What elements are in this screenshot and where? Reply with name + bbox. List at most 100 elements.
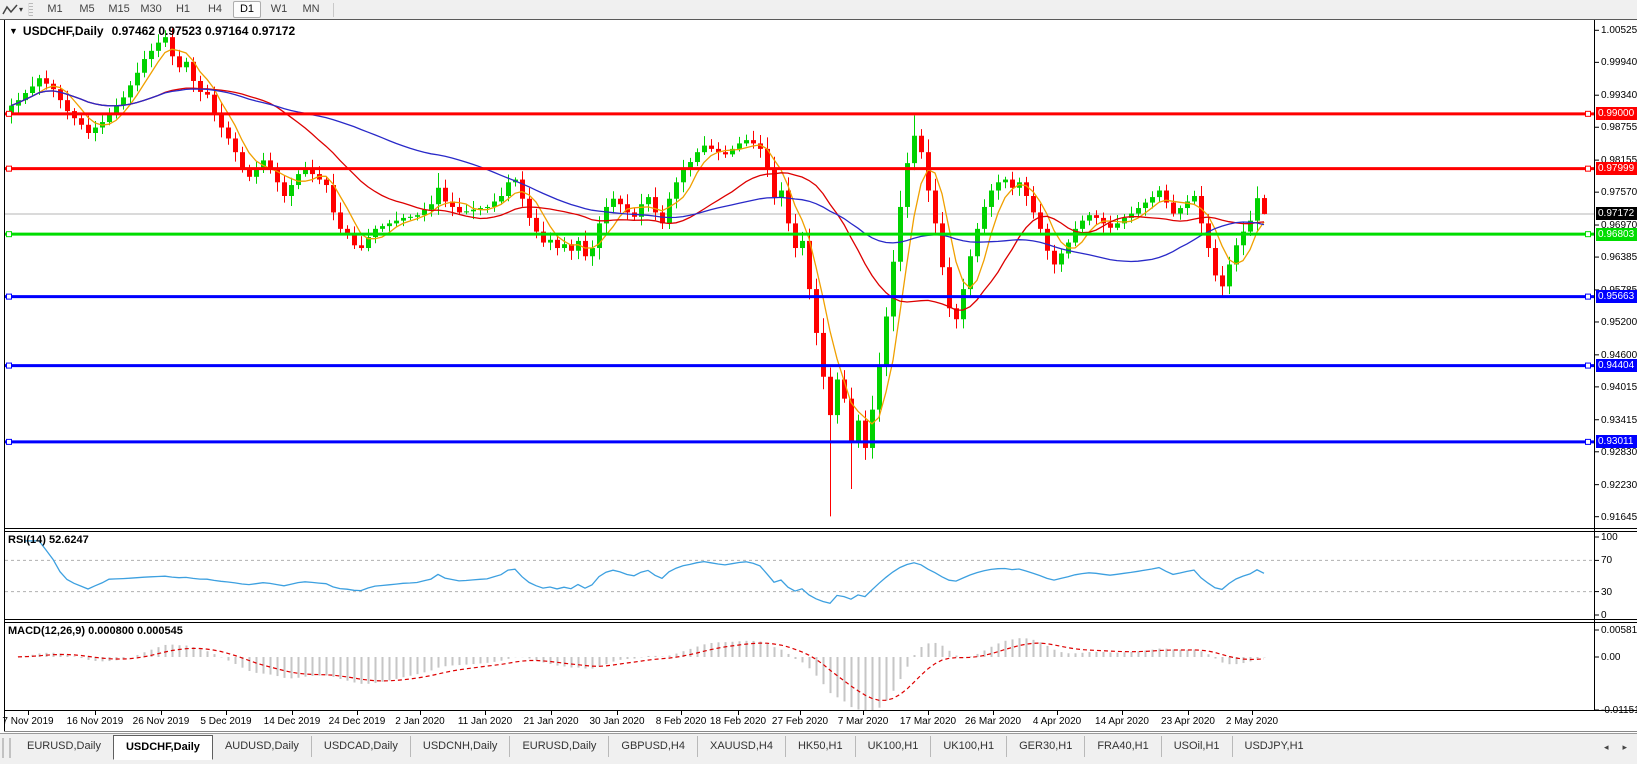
level-price-label: 0.94404 xyxy=(1596,359,1637,373)
date-axis: 7 Nov 2019 16 Nov 2019 26 Nov 2019 5 Dec 20… xyxy=(0,712,1637,731)
date-axis-label: 23 Apr 2020 xyxy=(1161,716,1215,727)
price-axis-tick: 0.95200 xyxy=(1601,316,1637,328)
timeframe-button-h4[interactable]: H4 xyxy=(207,3,223,15)
date-axis-label: 24 Dec 2019 xyxy=(328,716,386,727)
price-axis-tick: 0.99940 xyxy=(1601,57,1637,69)
price-axis-tick: 0.93415 xyxy=(1601,414,1637,426)
date-axis-label: 26 Nov 2019 xyxy=(132,716,190,727)
level-price-label: 0.95663 xyxy=(1596,290,1637,304)
date-axis-label: 5 Dec 2019 xyxy=(200,716,252,727)
ma-slow-line xyxy=(10,88,1265,263)
chart-tab-usdchf-daily[interactable]: USDCHF,Daily xyxy=(112,735,213,760)
chart-ohlc-values: 0.97462 0.97523 0.97164 0.97172 xyxy=(111,24,296,38)
chart-tab-usdcnh-daily[interactable]: USDCNH,Daily xyxy=(409,736,510,757)
price-axis-tick: 0.98755 xyxy=(1601,122,1637,134)
price-axis-tick: 0.97570 xyxy=(1601,187,1637,199)
macd-indicator-label: MACD(12,26,9) 0.000800 0.000545 xyxy=(8,625,183,637)
date-axis-label: 26 Mar 2020 xyxy=(964,716,1022,727)
rsi-scale-label: 70 xyxy=(1601,555,1613,567)
timeframe-button-d1[interactable]: D1 xyxy=(233,1,262,18)
chart-tab-fra40-h1[interactable]: FRA40,H1 xyxy=(1084,736,1160,757)
chart-menu-triangle-icon[interactable]: ▼ xyxy=(9,26,18,36)
tab-scroll-left-icon[interactable]: ◂ xyxy=(1603,742,1609,752)
macd-signal-line xyxy=(17,642,1265,701)
chart-tab-audusd-daily[interactable]: AUDUSD,Daily xyxy=(224,740,299,752)
price-axis-tick: 1.00525 xyxy=(1601,25,1637,37)
level-price-label: 0.93011 xyxy=(1596,435,1637,449)
chart-tab-eurusd-daily[interactable]: EURUSD,Daily xyxy=(27,740,101,752)
chart-tab-usoil-h1[interactable]: USOil,H1 xyxy=(1160,736,1232,757)
axis-tick-marks xyxy=(28,29,1599,715)
date-axis-label: 2 Jan 2020 xyxy=(395,716,445,727)
date-axis-label: 17 Mar 2020 xyxy=(899,716,957,727)
toolbar-separator xyxy=(333,2,335,17)
date-axis-label: 14 Dec 2019 xyxy=(263,716,321,727)
timeframe-button-m5[interactable]: M5 xyxy=(79,3,95,15)
price-axis-tick: 0.99340 xyxy=(1601,90,1637,102)
date-axis-label: 2 May 2020 xyxy=(1225,716,1279,727)
price-axis-tick: 0.96385 xyxy=(1601,252,1637,264)
macd-scale-label: 0.00 xyxy=(1601,652,1621,663)
price-axis-tick: 0.91645 xyxy=(1601,511,1637,523)
price-axis-tick: 0.96970 xyxy=(1601,220,1637,232)
price-axis-tick: 0.92830 xyxy=(1601,446,1637,458)
chart-tab-hk50-h1[interactable]: HK50,H1 xyxy=(784,736,855,757)
date-axis-label: 21 Jan 2020 xyxy=(523,716,579,727)
date-axis-label: 18 Feb 2020 xyxy=(709,716,767,727)
chart-tab-usdjpy-h1[interactable]: USDJPY,H1 xyxy=(1231,736,1316,757)
timeframe-toolbar: ▾ M1 M5 M15 M30 H1 H4 D1 W1 MN xyxy=(0,0,1637,20)
panel-frame xyxy=(0,19,1637,732)
date-axis-label: 27 Feb 2020 xyxy=(771,716,829,727)
date-axis-label: 14 Apr 2020 xyxy=(1095,716,1149,727)
macd-scale-label: 0.005818 xyxy=(1601,625,1637,636)
date-axis-label: 4 Apr 2020 xyxy=(1032,716,1082,727)
chart-title: ▼ USDCHF,Daily 0.97462 0.97523 0.97164 0.9… xyxy=(9,24,295,38)
chart-tab-usdcad-daily[interactable]: USDCAD,Daily xyxy=(310,736,410,757)
price-axis-tick: 0.92230 xyxy=(1601,479,1637,491)
chart-line-style-icon[interactable]: ▾ xyxy=(2,3,23,17)
chevron-down-icon: ▾ xyxy=(19,5,24,14)
chart-tab-ger30-h1[interactable]: GER30,H1 xyxy=(1006,736,1084,757)
chart-tab-bar: EURUSD,Daily USDCHF,Daily AUDUSD,Daily USDC… xyxy=(0,733,1637,764)
price-axis-tick: 0.98155 xyxy=(1601,155,1637,167)
date-axis-label: 7 Nov 2019 xyxy=(2,716,54,727)
toolbar-grip xyxy=(28,3,34,16)
timeframe-button-m15[interactable]: M15 xyxy=(108,3,130,15)
rsi-scale-label: 30 xyxy=(1601,586,1613,598)
horizontal-level-lines xyxy=(5,110,1594,445)
date-axis-label: 7 Mar 2020 xyxy=(837,716,889,727)
date-axis-label: 30 Jan 2020 xyxy=(589,716,645,727)
timeframe-button-mn[interactable]: MN xyxy=(302,3,320,15)
tab-bar-grip xyxy=(2,738,11,758)
chart-symbol: USDCHF,Daily xyxy=(22,24,104,38)
chart-tab-xauusd-h4[interactable]: XAUUSD,H4 xyxy=(696,736,785,757)
level-price-label: 0.96803 xyxy=(1596,227,1637,241)
chart-tab-uk100-h1[interactable]: UK100,H1 xyxy=(930,736,1006,757)
date-axis-label: 16 Nov 2019 xyxy=(66,716,124,727)
tab-scroll-right-icon[interactable]: ▸ xyxy=(1622,742,1627,752)
rsi-level-lines xyxy=(5,559,1594,593)
rsi-scale-label: 100 xyxy=(1601,532,1618,543)
price-axis-tick: 0.94015 xyxy=(1601,381,1637,393)
price-axis-tick: 0.94600 xyxy=(1601,349,1637,361)
timeframe-button-w1[interactable]: W1 xyxy=(270,3,288,15)
date-axis-label: 8 Feb 2020 xyxy=(655,716,707,727)
ma-fast-line xyxy=(10,48,1265,425)
ma-medium-line xyxy=(10,87,1265,311)
macd-scale-label: -0.011514 xyxy=(1601,705,1637,716)
chart-tab-eurusd-daily[interactable]: EURUSD,Daily xyxy=(509,736,608,757)
date-axis-label: 11 Jan 2020 xyxy=(457,716,513,727)
macd-histogram xyxy=(17,638,1266,710)
timeframe-button-h1[interactable]: H1 xyxy=(175,3,191,15)
timeframe-button-m30[interactable]: M30 xyxy=(140,3,162,15)
level-price-label: 0.99000 xyxy=(1596,107,1637,121)
chart-tab-gbpusd-h4[interactable]: GBPUSD,H4 xyxy=(608,736,697,757)
rsi-scale-label: 0 xyxy=(1601,610,1607,621)
current-bid-price-label: 0.97172 xyxy=(1596,207,1637,221)
rsi-line xyxy=(25,540,1265,605)
timeframe-button-m1[interactable]: M1 xyxy=(47,3,63,15)
rsi-indicator-label: RSI(14) 52.6247 xyxy=(8,534,89,546)
chart-tab-uk100-h1[interactable]: UK100,H1 xyxy=(854,736,931,757)
